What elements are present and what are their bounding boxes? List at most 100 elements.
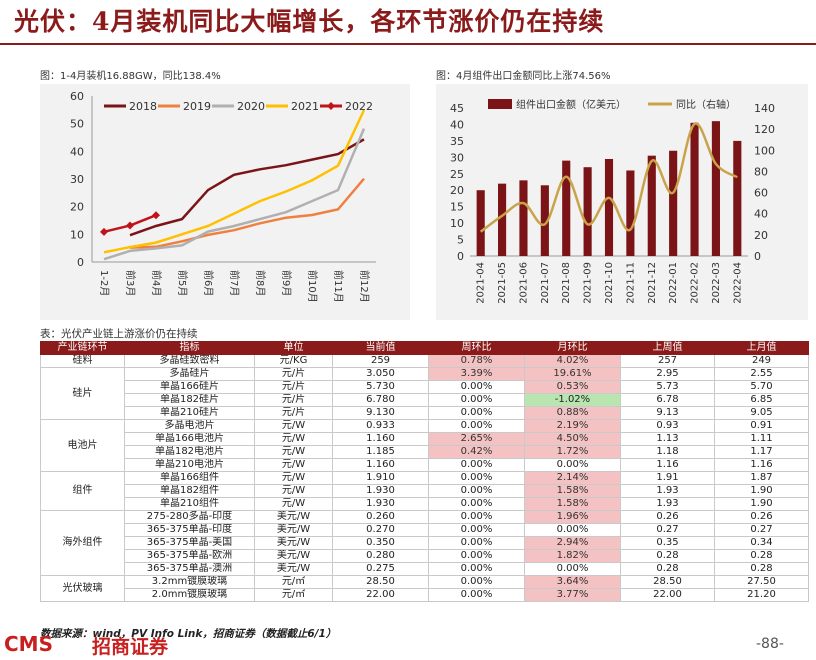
mom-cell: 4.50%	[524, 432, 621, 446]
segment-cell: 硅片	[40, 367, 125, 420]
x-tick-label: 2021-05	[497, 262, 508, 304]
last-month-cell: 0.34	[714, 536, 809, 550]
current-cell: 1.910	[332, 471, 429, 485]
last-week-cell: 6.78	[620, 393, 715, 407]
header-wow: 周环比	[428, 341, 525, 355]
current-cell: 6.780	[332, 393, 429, 407]
mom-cell: 2.19%	[524, 419, 621, 433]
wow-cell: 0.00%	[428, 588, 525, 602]
bar-2022-03	[711, 121, 720, 257]
segment-cell: 硅料	[40, 354, 125, 368]
last-month-cell: 1.16	[714, 458, 809, 472]
bar-2021-12	[647, 155, 656, 256]
mom-cell: 2.14%	[524, 471, 621, 485]
x-tick-label: 2021-08	[561, 262, 572, 304]
last-month-cell: 1.11	[714, 432, 809, 446]
indicator-cell: 多晶硅致密料	[124, 354, 255, 368]
wow-cell: 0.00%	[428, 497, 525, 511]
series-line-2019	[129, 177, 365, 249]
indicator-cell: 多晶硅片	[124, 367, 255, 381]
mom-cell: 0.00%	[524, 562, 621, 576]
series-line-2018	[129, 138, 365, 237]
segment-cell: 光伏玻璃	[40, 575, 125, 602]
segment-cell: 组件	[40, 471, 125, 511]
wow-cell: 0.00%	[428, 575, 525, 589]
series-marker-2022	[126, 221, 134, 230]
x-tick-label: 前3月	[124, 270, 137, 296]
mom-cell: 0.53%	[524, 380, 621, 394]
series-marker-2022	[100, 227, 108, 236]
last-month-cell: 1.87	[714, 471, 809, 485]
y-tick-label: 0	[457, 250, 464, 263]
wow-cell: 0.00%	[428, 549, 525, 563]
last-week-cell: 28.50	[620, 575, 715, 589]
y-tick-label: 50	[70, 118, 84, 131]
wow-cell: 0.00%	[428, 484, 525, 498]
table-row: 硅料 多晶硅致密料 元/KG 259 0.78% 4.02% 257 249	[40, 354, 809, 368]
last-month-cell: 2.55	[714, 367, 809, 381]
x-tick-label: 前10月	[306, 270, 319, 303]
left-chart-panel: 0 10 20 30 40 50 60 1-2月 前3月 前4月 前5月 前6月 前7月 前8月 前9月 前1…	[40, 84, 410, 320]
last-month-cell: 27.50	[714, 575, 809, 589]
cms-logo-cn: 招商证券	[92, 636, 169, 658]
table-row: 单晶210组件 元/W 1.930 0.00% 1.58% 1.93 1.90	[41, 497, 809, 511]
indicator-cell: 单晶182电池片	[124, 445, 255, 459]
y-tick-label: 20	[450, 184, 464, 197]
last-week-cell: 1.91	[620, 471, 715, 485]
indicator-cell: 单晶182组件	[124, 484, 255, 498]
header-unit: 单位	[254, 341, 333, 355]
page-title: 光伏：4月装机同比大幅增长，各环节涨价仍在持续	[14, 7, 605, 36]
last-month-cell: 0.26	[714, 510, 809, 524]
legend-label-line: 同比（右轴）	[676, 98, 736, 111]
current-cell: 1.930	[332, 484, 429, 498]
mom-cell: 3.64%	[524, 575, 621, 589]
table-row: 365-375单晶-印度 美元/W 0.270 0.00% 0.00% 0.27 0.27	[41, 523, 809, 537]
table-caption: 表：光伏产业链上游涨价仍在持续	[40, 328, 198, 340]
last-week-cell: 0.28	[620, 562, 715, 576]
price-table-wrap: 产业链环节 指标 单位 当前值 周环比 月环比 上周值 上月值 硅料 多晶硅致密料…	[40, 341, 809, 602]
last-week-cell: 257	[620, 354, 715, 368]
last-month-cell: 0.28	[714, 562, 809, 576]
header-indicator: 指标	[124, 341, 255, 355]
indicator-cell: 365-375单晶-澳洲	[124, 562, 255, 576]
mom-cell: 1.96%	[524, 510, 621, 524]
y2-tick-label: 140	[754, 102, 775, 115]
y-tick-label: 10	[70, 228, 84, 241]
last-week-cell: 1.18	[620, 445, 715, 459]
mom-cell: 0.00%	[524, 458, 621, 472]
x-tick-label: 2022-01	[668, 262, 679, 304]
bar-2021-11	[626, 170, 635, 256]
wow-cell: 0.00%	[428, 419, 525, 433]
wow-cell: 0.42%	[428, 445, 525, 459]
wow-cell: 0.00%	[428, 458, 525, 472]
indicator-cell: 多晶电池片	[124, 419, 255, 433]
cms-logo: CMS	[4, 632, 53, 656]
legend-label-2022: 2022	[345, 100, 373, 113]
x-tick-label: 1-2月	[98, 270, 110, 296]
last-week-cell: 0.93	[620, 419, 715, 433]
legend-swatch-bars	[488, 99, 512, 109]
y-tick-label: 10	[450, 217, 464, 230]
x-tick-label: 前7月	[228, 270, 241, 296]
series-line-2021	[103, 109, 366, 254]
table-header-row: 产业链环节 指标 单位 当前值 周环比 月环比 上周值 上月值	[40, 341, 809, 355]
table-row: 海外组件 275-280多晶-印度 美元/W 0.260 0.00% 1.96% 0.26 0…	[40, 510, 809, 576]
indicator-cell: 275-280多晶-印度	[124, 510, 255, 524]
unit-cell: 元/W	[254, 471, 333, 485]
unit-cell: 美元/W	[254, 523, 333, 537]
last-month-cell: 6.85	[714, 393, 809, 407]
segment-cell: 海外组件	[40, 510, 125, 576]
current-cell: 1.160	[332, 432, 429, 446]
x-tick-label: 前11月	[332, 270, 345, 303]
module-export-bar-chart: 0 5 10 15 20 25 30 35 40 45 0 20 40 60 80 100 120 140 2021…	[450, 98, 775, 304]
mom-cell: 0.00%	[524, 523, 621, 537]
x-tick-label: 2021-07	[540, 262, 551, 304]
series-line-2020	[103, 128, 366, 261]
y-tick-label: 25	[450, 168, 464, 181]
y-tick-label: 35	[450, 135, 464, 148]
table-row: 单晶182硅片 元/片 6.780 0.00% -1.02% 6.78 6.85	[41, 393, 809, 407]
y2-tick-label: 120	[754, 123, 775, 136]
y-tick-label: 45	[450, 102, 464, 115]
last-month-cell: 0.91	[714, 419, 809, 433]
wow-cell: 0.78%	[428, 354, 525, 368]
